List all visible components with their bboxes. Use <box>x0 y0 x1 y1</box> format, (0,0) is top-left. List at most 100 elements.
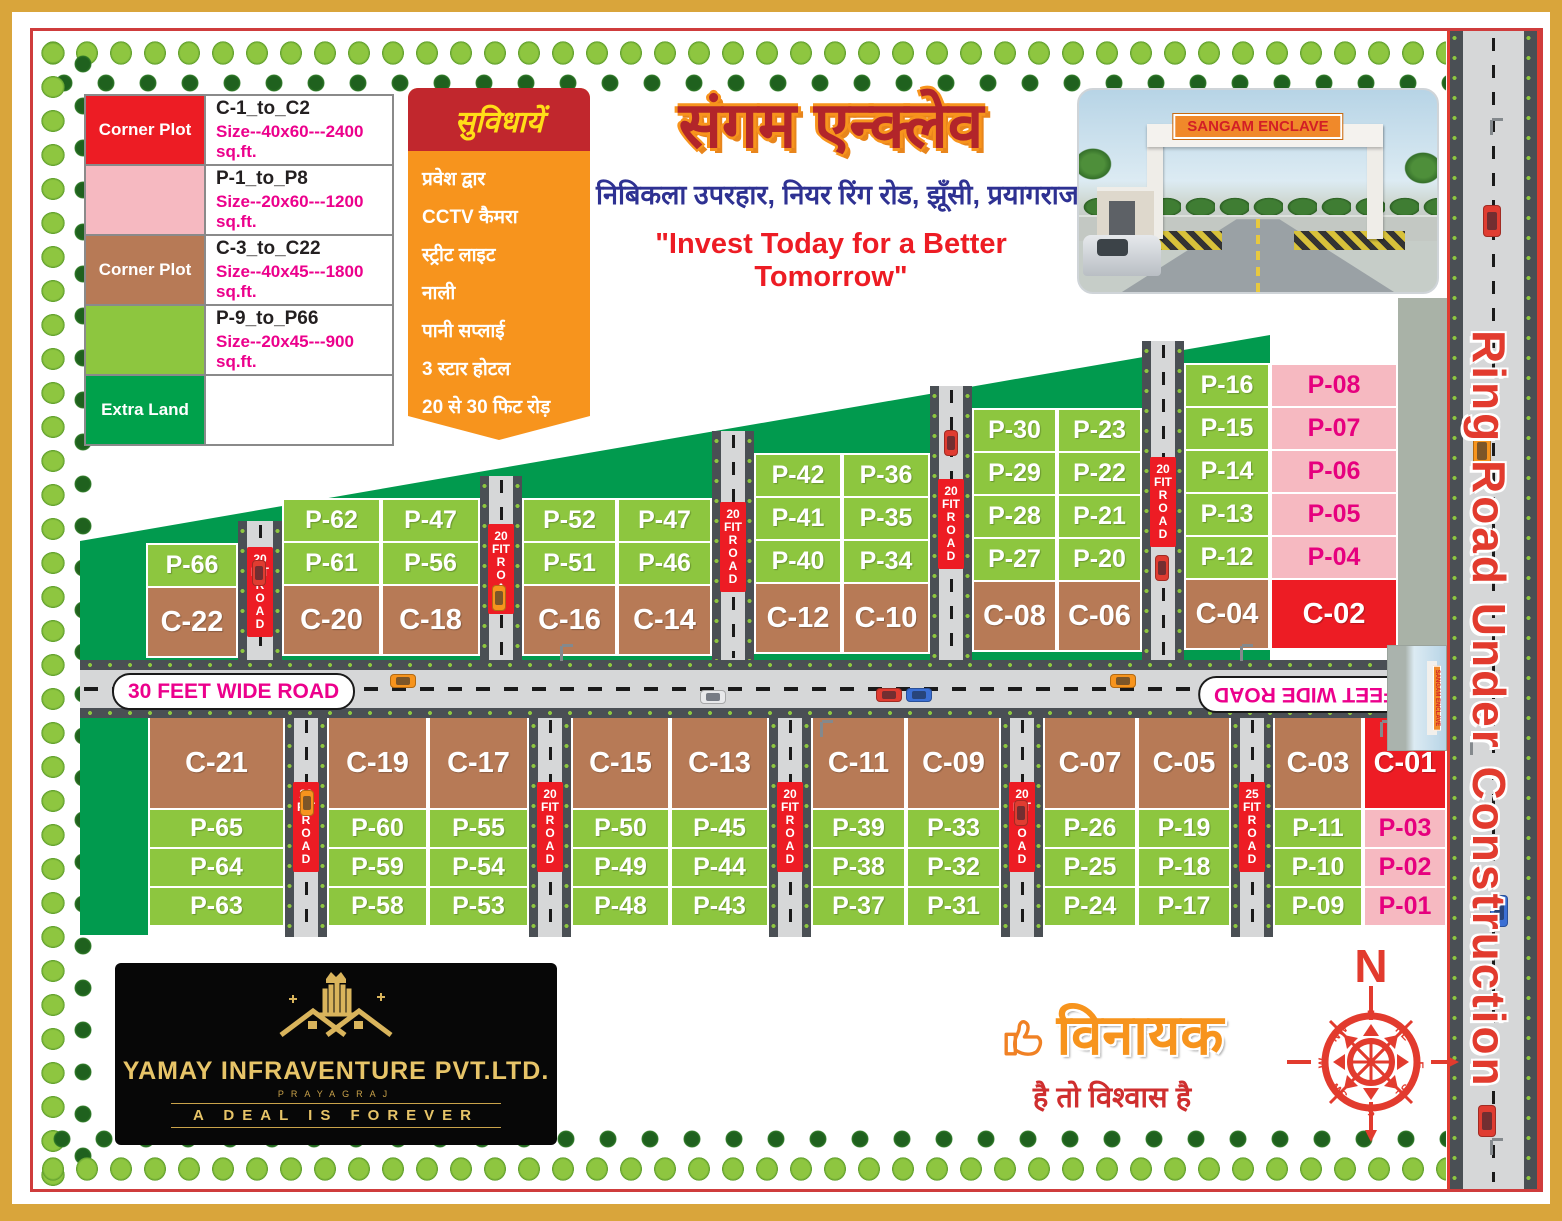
plot-cell: P-14 <box>1184 449 1270 494</box>
car-icon <box>252 560 266 586</box>
plot-cell: P-66 <box>146 543 238 588</box>
sidewalk <box>1001 716 1010 937</box>
plot-cell: P-05 <box>1270 492 1398 537</box>
plot-cell: C-12 <box>754 582 842 654</box>
thumbs-up-icon <box>1004 1020 1042 1056</box>
street-light-icon <box>1240 644 1253 661</box>
plot-column: P-47 P-46 C-14 <box>617 498 712 660</box>
plot-column: P-36 P-35 P-34 C-10 <box>842 453 930 660</box>
road-width-sign: 20 FIT R O A D <box>1150 456 1176 547</box>
sidewalk <box>513 476 522 662</box>
plot-cell: P-13 <box>1184 492 1270 537</box>
street-light-icon <box>1490 1138 1503 1155</box>
street-20ft: 20 FIT R O A D <box>529 716 571 937</box>
plot-cell: P-35 <box>842 496 930 541</box>
facility-item: CCTV कैमरा <box>422 207 518 228</box>
sidewalk <box>480 476 489 662</box>
car-icon <box>944 430 958 456</box>
plot-cell: P-40 <box>754 539 842 584</box>
ring-road-label: Ring Road Under Construction <box>1463 330 1515 1089</box>
street-light-icon <box>560 644 573 661</box>
plot-column: P-52 P-51 C-16 <box>522 498 617 660</box>
plot-cell: P-23 <box>1057 408 1142 453</box>
street-20ft: 20 FIT R O A D <box>285 716 327 937</box>
legend-row: Corner Plot C-3_to_C22 Size--40x45---180… <box>86 236 392 306</box>
plot-column: C-17 P-55 P-54 P-53 <box>428 716 529 933</box>
sidewalk <box>712 431 721 662</box>
plot-cell: P-63 <box>148 886 285 927</box>
plot-cell: P-22 <box>1057 451 1142 496</box>
extra-land-strip <box>80 716 148 935</box>
plot-cell: P-12 <box>1184 535 1270 580</box>
car-icon <box>1483 205 1501 237</box>
plot-cell: C-22 <box>146 586 238 658</box>
road-centerline <box>84 687 1443 691</box>
plot-cell: P-25 <box>1043 847 1137 888</box>
car-icon <box>876 688 902 702</box>
car-icon <box>492 585 506 611</box>
plot-cell: C-03 <box>1273 716 1363 810</box>
plot-cell: P-04 <box>1270 535 1398 580</box>
plot-cell: P-03 <box>1363 808 1447 849</box>
sidewalk <box>1450 28 1463 1192</box>
plot-cell: C-05 <box>1137 716 1231 810</box>
car-icon <box>906 688 932 702</box>
road-width-sign: 20 FIT R O A D <box>720 501 746 592</box>
plot-cell: P-11 <box>1273 808 1363 849</box>
plot-cell: P-16 <box>1184 363 1270 408</box>
street-20ft: 25 FIT R O A D <box>1231 716 1273 937</box>
sidewalk <box>769 716 778 937</box>
plot-cell: P-45 <box>670 808 769 849</box>
compass-rose: N N NE E <box>1287 942 1459 1142</box>
sidewalk <box>285 716 294 937</box>
plot-cell: P-28 <box>972 494 1057 539</box>
plot-cell: P-36 <box>842 453 930 498</box>
plot-cell: P-18 <box>1137 847 1231 888</box>
plot-column: C-09 P-33 P-32 P-31 <box>906 716 1001 933</box>
plot-column: C-21 P-65 P-64 P-63 <box>148 716 285 933</box>
plot-cell: P-33 <box>906 808 1001 849</box>
plot-cell: C-15 <box>571 716 670 810</box>
plot-cell: P-55 <box>428 808 529 849</box>
company-city: PRAYAGRAJ <box>277 1089 395 1099</box>
legend-swatch-pink-plot <box>86 166 206 234</box>
plot-cell: P-60 <box>327 808 428 849</box>
car-icon <box>390 674 416 688</box>
facilities-header: सुविधायें <box>408 88 590 151</box>
legend-size: Size--20x60---1200 sq.ft. <box>216 192 364 231</box>
project-location: निबिकला उपरहार, नियर रिंग रोड, झूँसी, प्… <box>596 180 1079 211</box>
sidewalk <box>1264 716 1273 937</box>
plot-column: P-42 P-41 P-40 C-12 <box>754 453 842 660</box>
sidewalk <box>273 521 282 662</box>
gate-barrier-right <box>1293 231 1405 250</box>
compass-point-label: W <box>1317 1057 1329 1068</box>
plot-cell: C-18 <box>381 584 480 656</box>
compass-big-n: N <box>1354 942 1387 992</box>
facility-item: स्ट्रीट लाइट <box>422 245 496 266</box>
plot-column: C-15 P-50 P-49 P-48 <box>571 716 670 933</box>
plot-cell: P-59 <box>327 847 428 888</box>
sidewalk <box>80 708 1447 718</box>
car-icon <box>1478 1105 1496 1137</box>
car-icon <box>1155 555 1169 581</box>
plot-cell: P-54 <box>428 847 529 888</box>
plot-cell: P-58 <box>327 886 428 927</box>
plot-cell: C-09 <box>906 716 1001 810</box>
legend-row: Extra Land <box>86 376 392 444</box>
plot-cell: P-65 <box>148 808 285 849</box>
company-name: YAMAY INFRAVENTURE PVT.LTD. <box>122 1057 550 1085</box>
plot-column: C-03 P-11 P-10 P-09 <box>1273 716 1363 933</box>
plot-cell: P-34 <box>842 539 930 584</box>
street-20ft: 20 FIT R O A D <box>238 521 282 662</box>
plot-cell: P-50 <box>571 808 670 849</box>
legend-swatch-red-corner: Corner Plot <box>86 96 206 164</box>
sidewalk <box>930 386 939 662</box>
sidewalk <box>1142 341 1151 662</box>
plot-cell: C-08 <box>972 580 1057 652</box>
facility-item: पानी सप्लाई <box>422 321 505 342</box>
plot-cell: P-52 <box>522 498 617 543</box>
plot-cell: P-61 <box>282 541 381 586</box>
plot-cell: P-56 <box>381 541 480 586</box>
sidewalk <box>1034 716 1043 937</box>
palm-tree-icon <box>1403 150 1437 185</box>
